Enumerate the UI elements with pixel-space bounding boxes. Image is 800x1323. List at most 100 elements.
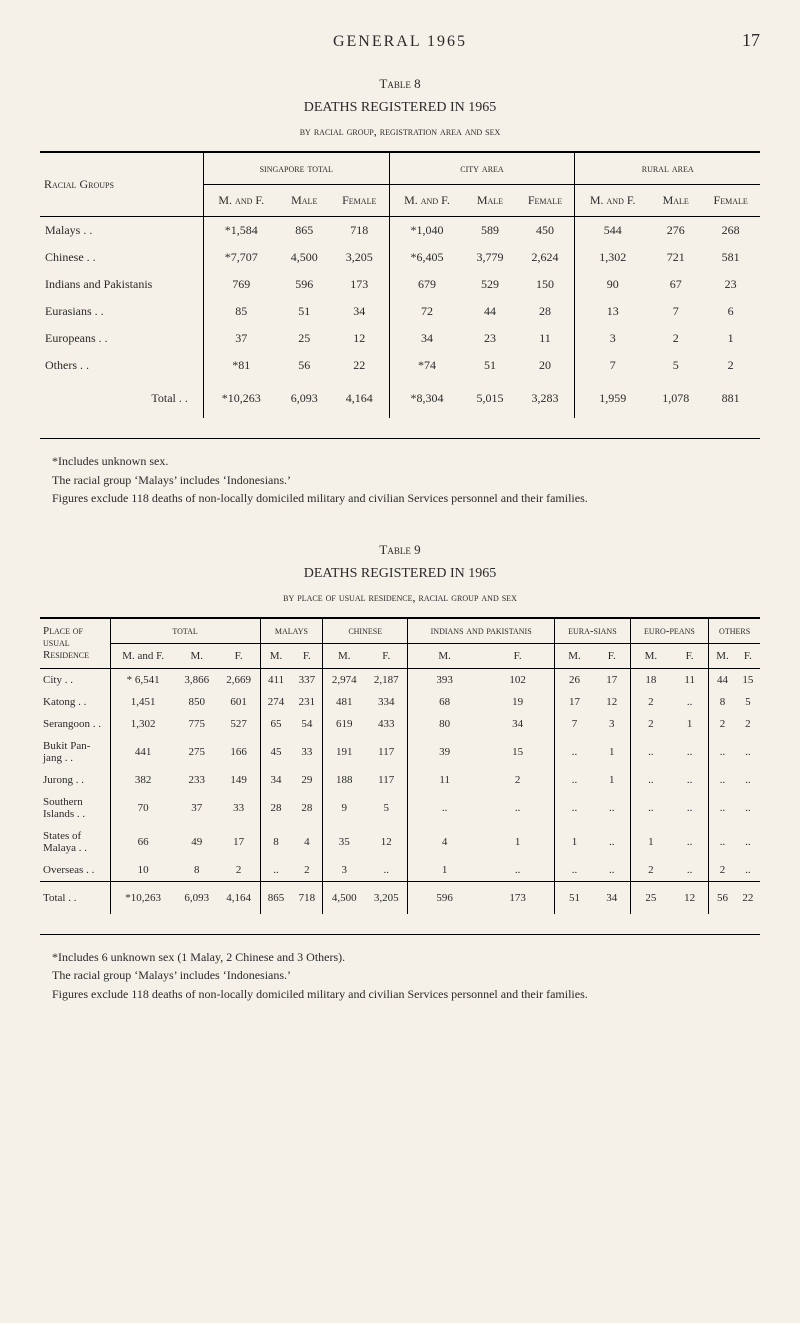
row-label: Katong . . [40, 691, 110, 713]
cell: 581 [701, 244, 760, 271]
cell: 29 [291, 769, 322, 791]
cell: 3,283 [516, 379, 575, 418]
cell: 1 [594, 769, 630, 791]
cell: 7 [650, 298, 701, 325]
cell: 1 [408, 859, 481, 882]
cell: .. [481, 791, 554, 825]
cell: 2,624 [516, 244, 575, 271]
cell: .. [736, 791, 760, 825]
cell: .. [408, 791, 481, 825]
footnote: Figures exclude 118 deaths of non-locall… [40, 987, 760, 1003]
cell: 12 [365, 825, 408, 859]
cell: 188 [323, 769, 366, 791]
cell: 35 [323, 825, 366, 859]
table-row: Europeans . .372512342311321 [40, 325, 760, 352]
table9-sub: M. [709, 643, 736, 668]
cell: 7 [575, 352, 650, 379]
cell: 718 [291, 881, 322, 914]
cell: 26 [555, 668, 594, 691]
table8-title: DEATHS REGISTERED IN 1965 [40, 100, 760, 116]
cell: 150 [516, 271, 575, 298]
table9-sub: M. [260, 643, 291, 668]
cell: .. [630, 735, 671, 769]
cell: 67 [650, 271, 701, 298]
cell: 601 [218, 691, 261, 713]
table9-group-label: Place of usual Residence [40, 618, 110, 669]
cell: *8,304 [389, 379, 464, 418]
table9-sub: F. [291, 643, 322, 668]
cell: .. [671, 825, 709, 859]
cell: 22 [736, 881, 760, 914]
cell: 721 [650, 244, 701, 271]
cell: 1 [630, 825, 671, 859]
table9-grp: others [709, 618, 760, 644]
cell: 6,093 [279, 379, 330, 418]
cell: 90 [575, 271, 650, 298]
cell: 3,205 [365, 881, 408, 914]
table-row: Chinese . .*7,7074,5003,205*6,4053,7792,… [40, 244, 760, 271]
table-row: Southern Islands . .703733282895........… [40, 791, 760, 825]
cell: .. [671, 859, 709, 882]
cell: 12 [671, 881, 709, 914]
cell: .. [671, 735, 709, 769]
table-row: City . .* 6,5413,8662,6694113372,9742,18… [40, 668, 760, 691]
cell: *6,405 [389, 244, 464, 271]
cell: .. [555, 859, 594, 882]
row-label: City . . [40, 668, 110, 691]
cell: 2 [709, 859, 736, 882]
cell: 2 [736, 713, 760, 735]
table9-grp: chinese [323, 618, 408, 644]
cell: 17 [218, 825, 261, 859]
cell: 679 [389, 271, 464, 298]
cell: 51 [279, 298, 330, 325]
table9-grp: total [110, 618, 260, 644]
cell: 4,500 [279, 244, 330, 271]
cell: .. [709, 769, 736, 791]
cell: 4,164 [330, 379, 389, 418]
cell: 191 [323, 735, 366, 769]
cell: .. [555, 735, 594, 769]
cell: 17 [555, 691, 594, 713]
cell: 1 [555, 825, 594, 859]
row-label: Others . . [40, 352, 203, 379]
table8-sub: M. and F. [203, 185, 278, 217]
cell: 34 [260, 769, 291, 791]
cell: 274 [260, 691, 291, 713]
table8-sub: M. and F. [575, 185, 650, 217]
cell: 393 [408, 668, 481, 691]
cell: 7 [555, 713, 594, 735]
cell: 54 [291, 713, 322, 735]
table9-grp: indians and pakistanis [408, 618, 555, 644]
table-row: Katong . .1,4518506012742314813346819171… [40, 691, 760, 713]
total-label: Total . . [40, 881, 110, 914]
cell: 173 [330, 271, 389, 298]
total-row: Total . .*10,2636,0934,164*8,3045,0153,2… [40, 379, 760, 418]
cell: *1,040 [389, 217, 464, 245]
cell: 10 [110, 859, 176, 882]
cell: 34 [389, 325, 464, 352]
cell: 66 [110, 825, 176, 859]
page-header: GENERAL 1965 17 [40, 30, 760, 51]
table9-sub: F. [736, 643, 760, 668]
cell: 268 [701, 217, 760, 245]
cell: 775 [176, 713, 218, 735]
table9-wrapper: Place of usual Residence total malays ch… [40, 617, 760, 935]
cell: 15 [481, 735, 554, 769]
cell: 529 [464, 271, 515, 298]
cell: 20 [516, 352, 575, 379]
cell: 11 [516, 325, 575, 352]
cell: 13 [575, 298, 650, 325]
cell: 25 [279, 325, 330, 352]
cell: 3 [323, 859, 366, 882]
row-label: Southern Islands . . [40, 791, 110, 825]
table9-sub: M. [408, 643, 481, 668]
cell: .. [481, 859, 554, 882]
table-row: States of Malaya . .664917843512411..1..… [40, 825, 760, 859]
cell: 117 [365, 735, 408, 769]
cell: *81 [203, 352, 278, 379]
cell: 334 [365, 691, 408, 713]
table8-sub: Male [279, 185, 330, 217]
table8-wrapper: Racial Groups singapore total city area … [40, 151, 760, 439]
cell: 718 [330, 217, 389, 245]
cell: 865 [279, 217, 330, 245]
